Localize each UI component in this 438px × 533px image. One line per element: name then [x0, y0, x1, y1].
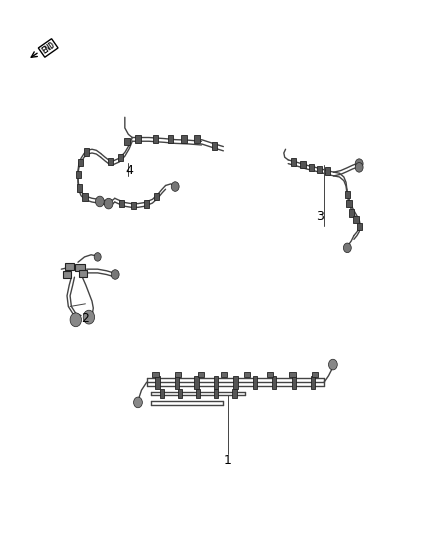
Bar	[325, 167, 330, 175]
Text: 4: 4	[125, 164, 133, 177]
Bar	[75, 264, 85, 271]
Circle shape	[343, 243, 351, 253]
Bar	[84, 148, 89, 156]
Bar	[345, 191, 350, 198]
Bar	[65, 263, 74, 271]
Bar	[118, 154, 123, 161]
Text: 2: 2	[81, 312, 89, 325]
Bar	[78, 159, 83, 166]
Bar	[353, 216, 359, 223]
Bar	[253, 376, 257, 389]
Circle shape	[70, 313, 81, 327]
Bar	[76, 171, 81, 178]
Bar	[212, 142, 217, 150]
Circle shape	[171, 182, 179, 191]
Text: END: END	[40, 41, 57, 55]
Text: 1: 1	[224, 454, 232, 467]
Bar	[119, 200, 124, 207]
Bar	[309, 164, 314, 171]
Bar	[221, 372, 227, 377]
Bar	[267, 372, 273, 377]
Bar	[214, 389, 219, 398]
Bar	[144, 200, 149, 208]
Bar	[160, 389, 164, 398]
Bar	[175, 372, 181, 377]
Bar	[312, 372, 318, 377]
Bar	[346, 200, 352, 207]
Circle shape	[83, 310, 95, 324]
Bar	[290, 372, 296, 377]
Bar	[152, 372, 159, 377]
Circle shape	[355, 159, 363, 168]
Circle shape	[355, 163, 363, 172]
Bar	[175, 376, 179, 389]
Bar	[198, 372, 204, 377]
Bar	[131, 202, 136, 209]
Bar	[311, 376, 315, 389]
Bar	[232, 389, 237, 398]
Circle shape	[328, 359, 337, 370]
Bar	[154, 193, 159, 200]
Bar	[178, 389, 182, 398]
Bar	[291, 158, 296, 166]
Bar	[292, 376, 296, 389]
Bar	[124, 138, 130, 145]
Bar	[244, 372, 250, 377]
Circle shape	[95, 196, 104, 207]
Circle shape	[104, 198, 113, 209]
Bar	[214, 376, 218, 389]
Circle shape	[94, 253, 101, 261]
Bar	[317, 166, 322, 173]
Bar	[77, 184, 82, 192]
Bar	[135, 135, 141, 143]
Bar	[300, 161, 306, 168]
Bar	[272, 376, 276, 389]
Bar	[181, 135, 187, 143]
Bar	[82, 193, 88, 201]
Bar	[79, 270, 87, 277]
Bar	[233, 376, 237, 389]
Text: 3: 3	[316, 210, 324, 223]
Bar	[196, 389, 200, 398]
Bar	[108, 158, 113, 165]
Bar	[155, 376, 160, 389]
Bar	[63, 271, 71, 278]
Bar	[153, 135, 158, 143]
Circle shape	[134, 397, 142, 408]
Bar	[168, 135, 173, 143]
Bar	[349, 209, 354, 217]
Bar	[194, 135, 200, 143]
Circle shape	[111, 270, 119, 279]
Bar	[357, 223, 362, 230]
Bar	[194, 376, 199, 389]
